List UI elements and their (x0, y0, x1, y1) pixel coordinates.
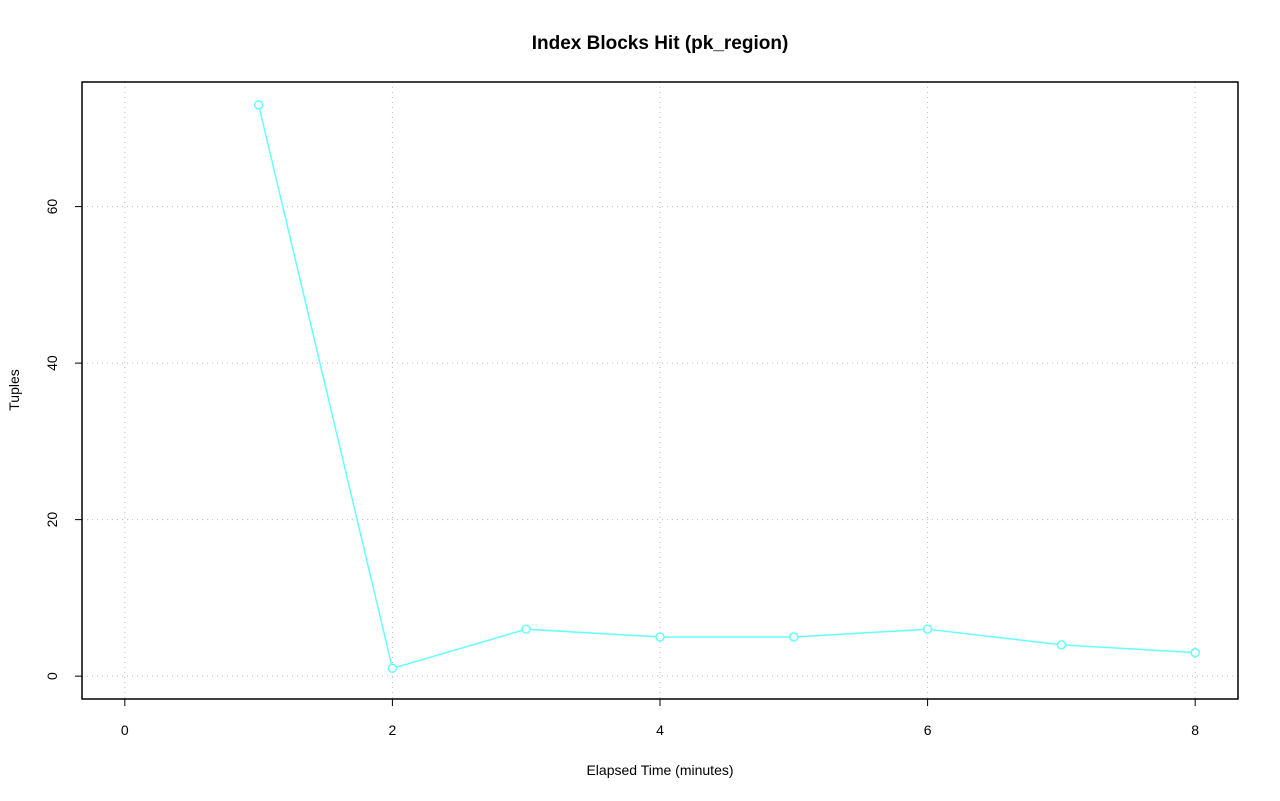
y-tick-label: 0 (44, 672, 60, 680)
data-point (253, 100, 264, 110)
data-point (387, 663, 398, 674)
x-axis-label: Elapsed Time (minutes) (586, 762, 733, 778)
data-point (789, 632, 799, 642)
y-axis-label: Tuples (6, 369, 22, 411)
data-line (257, 104, 1196, 670)
data-point (521, 624, 531, 634)
x-tick-label: 6 (924, 722, 932, 738)
plot-frame (81, 81, 1239, 700)
data-point (1056, 640, 1067, 650)
chart-title: Index Blocks Hit (pk_region) (532, 33, 789, 54)
data-point (655, 632, 665, 642)
y-tick-label: 60 (44, 199, 60, 215)
x-tick-label: 4 (656, 722, 664, 738)
y-tick-label: 40 (44, 355, 60, 371)
data-point (922, 624, 933, 634)
x-tick-label: 0 (121, 722, 129, 738)
x-tick-label: 2 (389, 722, 397, 738)
x-tick-label: 8 (1191, 722, 1199, 738)
y-tick-label: 20 (44, 512, 60, 528)
data-point (1190, 647, 1200, 658)
